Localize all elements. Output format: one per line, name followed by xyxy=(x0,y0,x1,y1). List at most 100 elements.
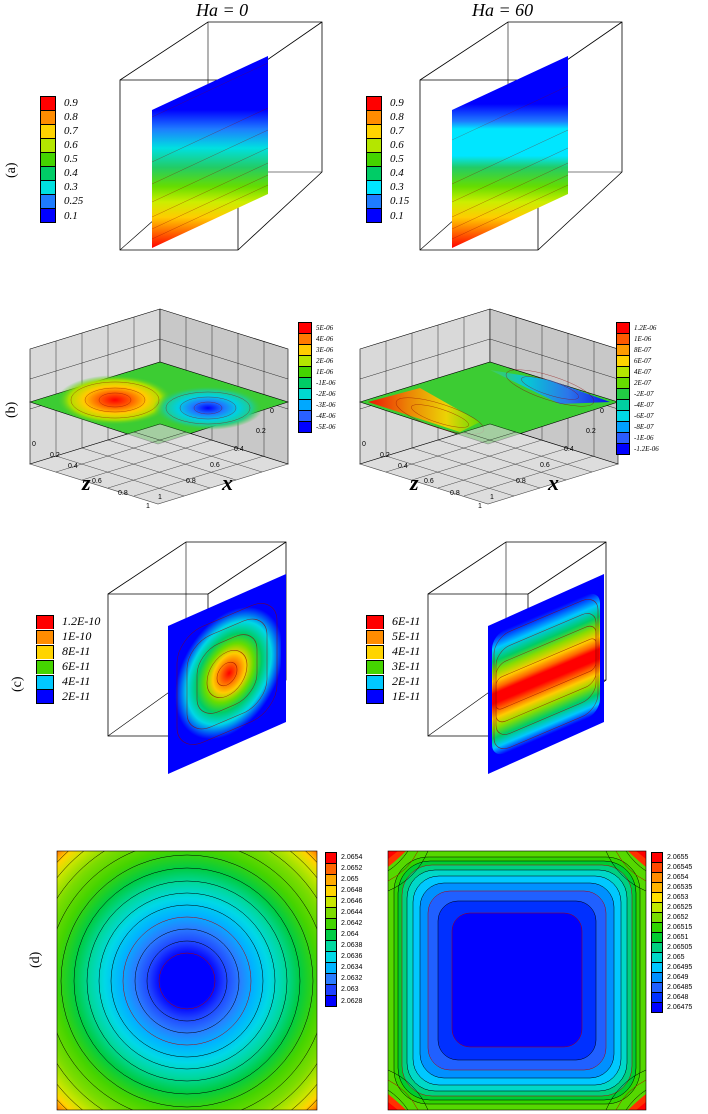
legend-swatch xyxy=(325,973,337,984)
legend-label: 0.3 xyxy=(390,181,404,193)
legend-label: 5E-06 xyxy=(316,323,334,332)
legend-label: 2.0649 xyxy=(667,973,689,981)
legend-swatch xyxy=(325,995,337,1007)
legend-label: 2.06545 xyxy=(667,863,693,871)
tick-x: 0.2 xyxy=(586,428,596,435)
legend-label: 6E-11 xyxy=(392,614,421,628)
panel-a-left xyxy=(119,21,323,251)
legend-label: 2E-11 xyxy=(62,689,91,703)
row-label-d: (d) xyxy=(28,951,43,968)
legend-label: 1E-10 xyxy=(62,629,92,643)
tick-z: 0.4 xyxy=(68,463,78,470)
legend-b-left: 5E-06 4E-06 3E-06 2E-06 1E-06 -1E-06 -2E… xyxy=(298,322,335,433)
legend-label: 0.4 xyxy=(64,167,78,179)
legend-label: 1E-06 xyxy=(634,334,652,343)
legend-swatch xyxy=(651,932,663,942)
legend-swatch xyxy=(651,912,663,922)
legend-label: 2.06505 xyxy=(667,943,693,951)
axis-label-z-left: z xyxy=(82,470,91,495)
legend-label: 0.7 xyxy=(64,125,78,137)
tick-z: 0.4 xyxy=(398,463,408,470)
legend-label: 5E-11 xyxy=(392,629,421,643)
column-title-right: Ha = 60 xyxy=(472,0,534,20)
panel-c-right xyxy=(427,541,607,774)
legend-label: 0.8 xyxy=(64,111,78,123)
tick-z: 0.2 xyxy=(50,452,60,459)
legend-b-right: 1.2E-06 1E-06 8E-07 6E-07 4E-07 2E-07 -2… xyxy=(616,322,659,455)
tick-z: 0 xyxy=(362,441,366,448)
legend-label: 2.06515 xyxy=(667,923,693,931)
legend-label: 0.9 xyxy=(64,97,78,109)
column-title-left: Ha = 0 xyxy=(196,0,249,20)
legend-label: 2.06475 xyxy=(667,1004,693,1011)
axis-label-x-right: x xyxy=(548,470,559,495)
panel-d-right xyxy=(387,850,647,1111)
tick-z: 0.8 xyxy=(450,490,460,497)
tick-z: 0.2 xyxy=(380,452,390,459)
legend-label: 0.6 xyxy=(390,139,404,151)
legend-label: 0.3 xyxy=(64,181,78,193)
panel-c-left xyxy=(107,541,287,774)
tick-x: 0.8 xyxy=(516,478,526,485)
legend-label: 6E-11 xyxy=(62,659,91,673)
legend-swatch xyxy=(325,951,337,962)
legend-a-left: 0.9 0.8 0.7 0.6 0.5 0.4 0.3 0.25 0.1 xyxy=(40,96,83,223)
legend-label: 2.06525 xyxy=(667,903,693,911)
legend-label: -1.2E-06 xyxy=(634,445,659,453)
tick-x: 0.2 xyxy=(256,428,266,435)
legend-swatch xyxy=(651,952,663,962)
legend-swatch xyxy=(325,918,337,929)
legend-swatch xyxy=(651,962,663,972)
legend-label: 2.0642 xyxy=(341,920,363,927)
legend-swatch xyxy=(325,852,337,863)
legend-label: 0.5 xyxy=(64,153,78,165)
tick-z: 0.6 xyxy=(424,478,434,485)
legend-label: 2.0628 xyxy=(341,997,363,1005)
legend-swatch xyxy=(651,852,663,862)
legend-label: 2.0654 xyxy=(341,854,363,861)
legend-label: 2.0654 xyxy=(667,873,689,881)
legend-label: 2E-11 xyxy=(392,674,421,688)
axis-label-z-right: z xyxy=(410,470,419,495)
legend-label: -8E-07 xyxy=(634,422,654,431)
tick-z: 1 xyxy=(478,503,482,510)
legend-label: 1E-06 xyxy=(316,367,334,376)
tick-x: 0.6 xyxy=(210,462,220,469)
legend-label: 0.8 xyxy=(390,111,404,123)
legend-label: 2.0636 xyxy=(341,953,363,960)
legend-label: 4E-11 xyxy=(392,644,421,658)
legend-label: 2.0653 xyxy=(667,893,689,901)
legend-label: -6E-07 xyxy=(634,411,654,420)
panel-a-right xyxy=(419,21,623,251)
legend-swatch xyxy=(325,896,337,907)
legend-swatch xyxy=(325,885,337,896)
legend-swatch xyxy=(651,992,663,1002)
tick-x: 0 xyxy=(270,408,274,415)
panel-b-left xyxy=(28,308,290,505)
legend-label: -2E-07 xyxy=(634,389,654,398)
legend-label: 1.2E-06 xyxy=(634,323,657,332)
legend-swatch xyxy=(651,882,663,892)
panel-d-left xyxy=(56,850,318,1111)
legend-label: 8E-11 xyxy=(62,644,91,658)
legend-label: 0.1 xyxy=(390,209,404,222)
legend-label: 2.06495 xyxy=(667,963,693,971)
tick-z: 0.8 xyxy=(118,490,128,497)
legend-label: 0.15 xyxy=(390,195,410,207)
legend-label: 1.2E-10 xyxy=(62,614,101,628)
legend-label: -1E-06 xyxy=(634,433,654,442)
legend-label: -4E-06 xyxy=(316,411,336,420)
legend-label: 4E-07 xyxy=(634,367,652,376)
legend-label: 0.9 xyxy=(390,97,404,109)
panel-b-right xyxy=(358,308,620,505)
legend-swatch xyxy=(651,892,663,902)
legend-label: 2.0632 xyxy=(341,975,363,982)
tick-z: 1 xyxy=(146,503,150,510)
legend-label: 0.1 xyxy=(64,209,78,222)
tick-z: 0.6 xyxy=(92,478,102,485)
legend-label: 2E-07 xyxy=(634,378,652,387)
legend-swatch xyxy=(325,984,337,995)
legend-a-right: 0.9 0.8 0.7 0.6 0.5 0.4 0.3 0.15 0.1 xyxy=(366,96,409,223)
legend-swatch xyxy=(651,922,663,932)
legend-label: -2E-06 xyxy=(316,389,336,398)
